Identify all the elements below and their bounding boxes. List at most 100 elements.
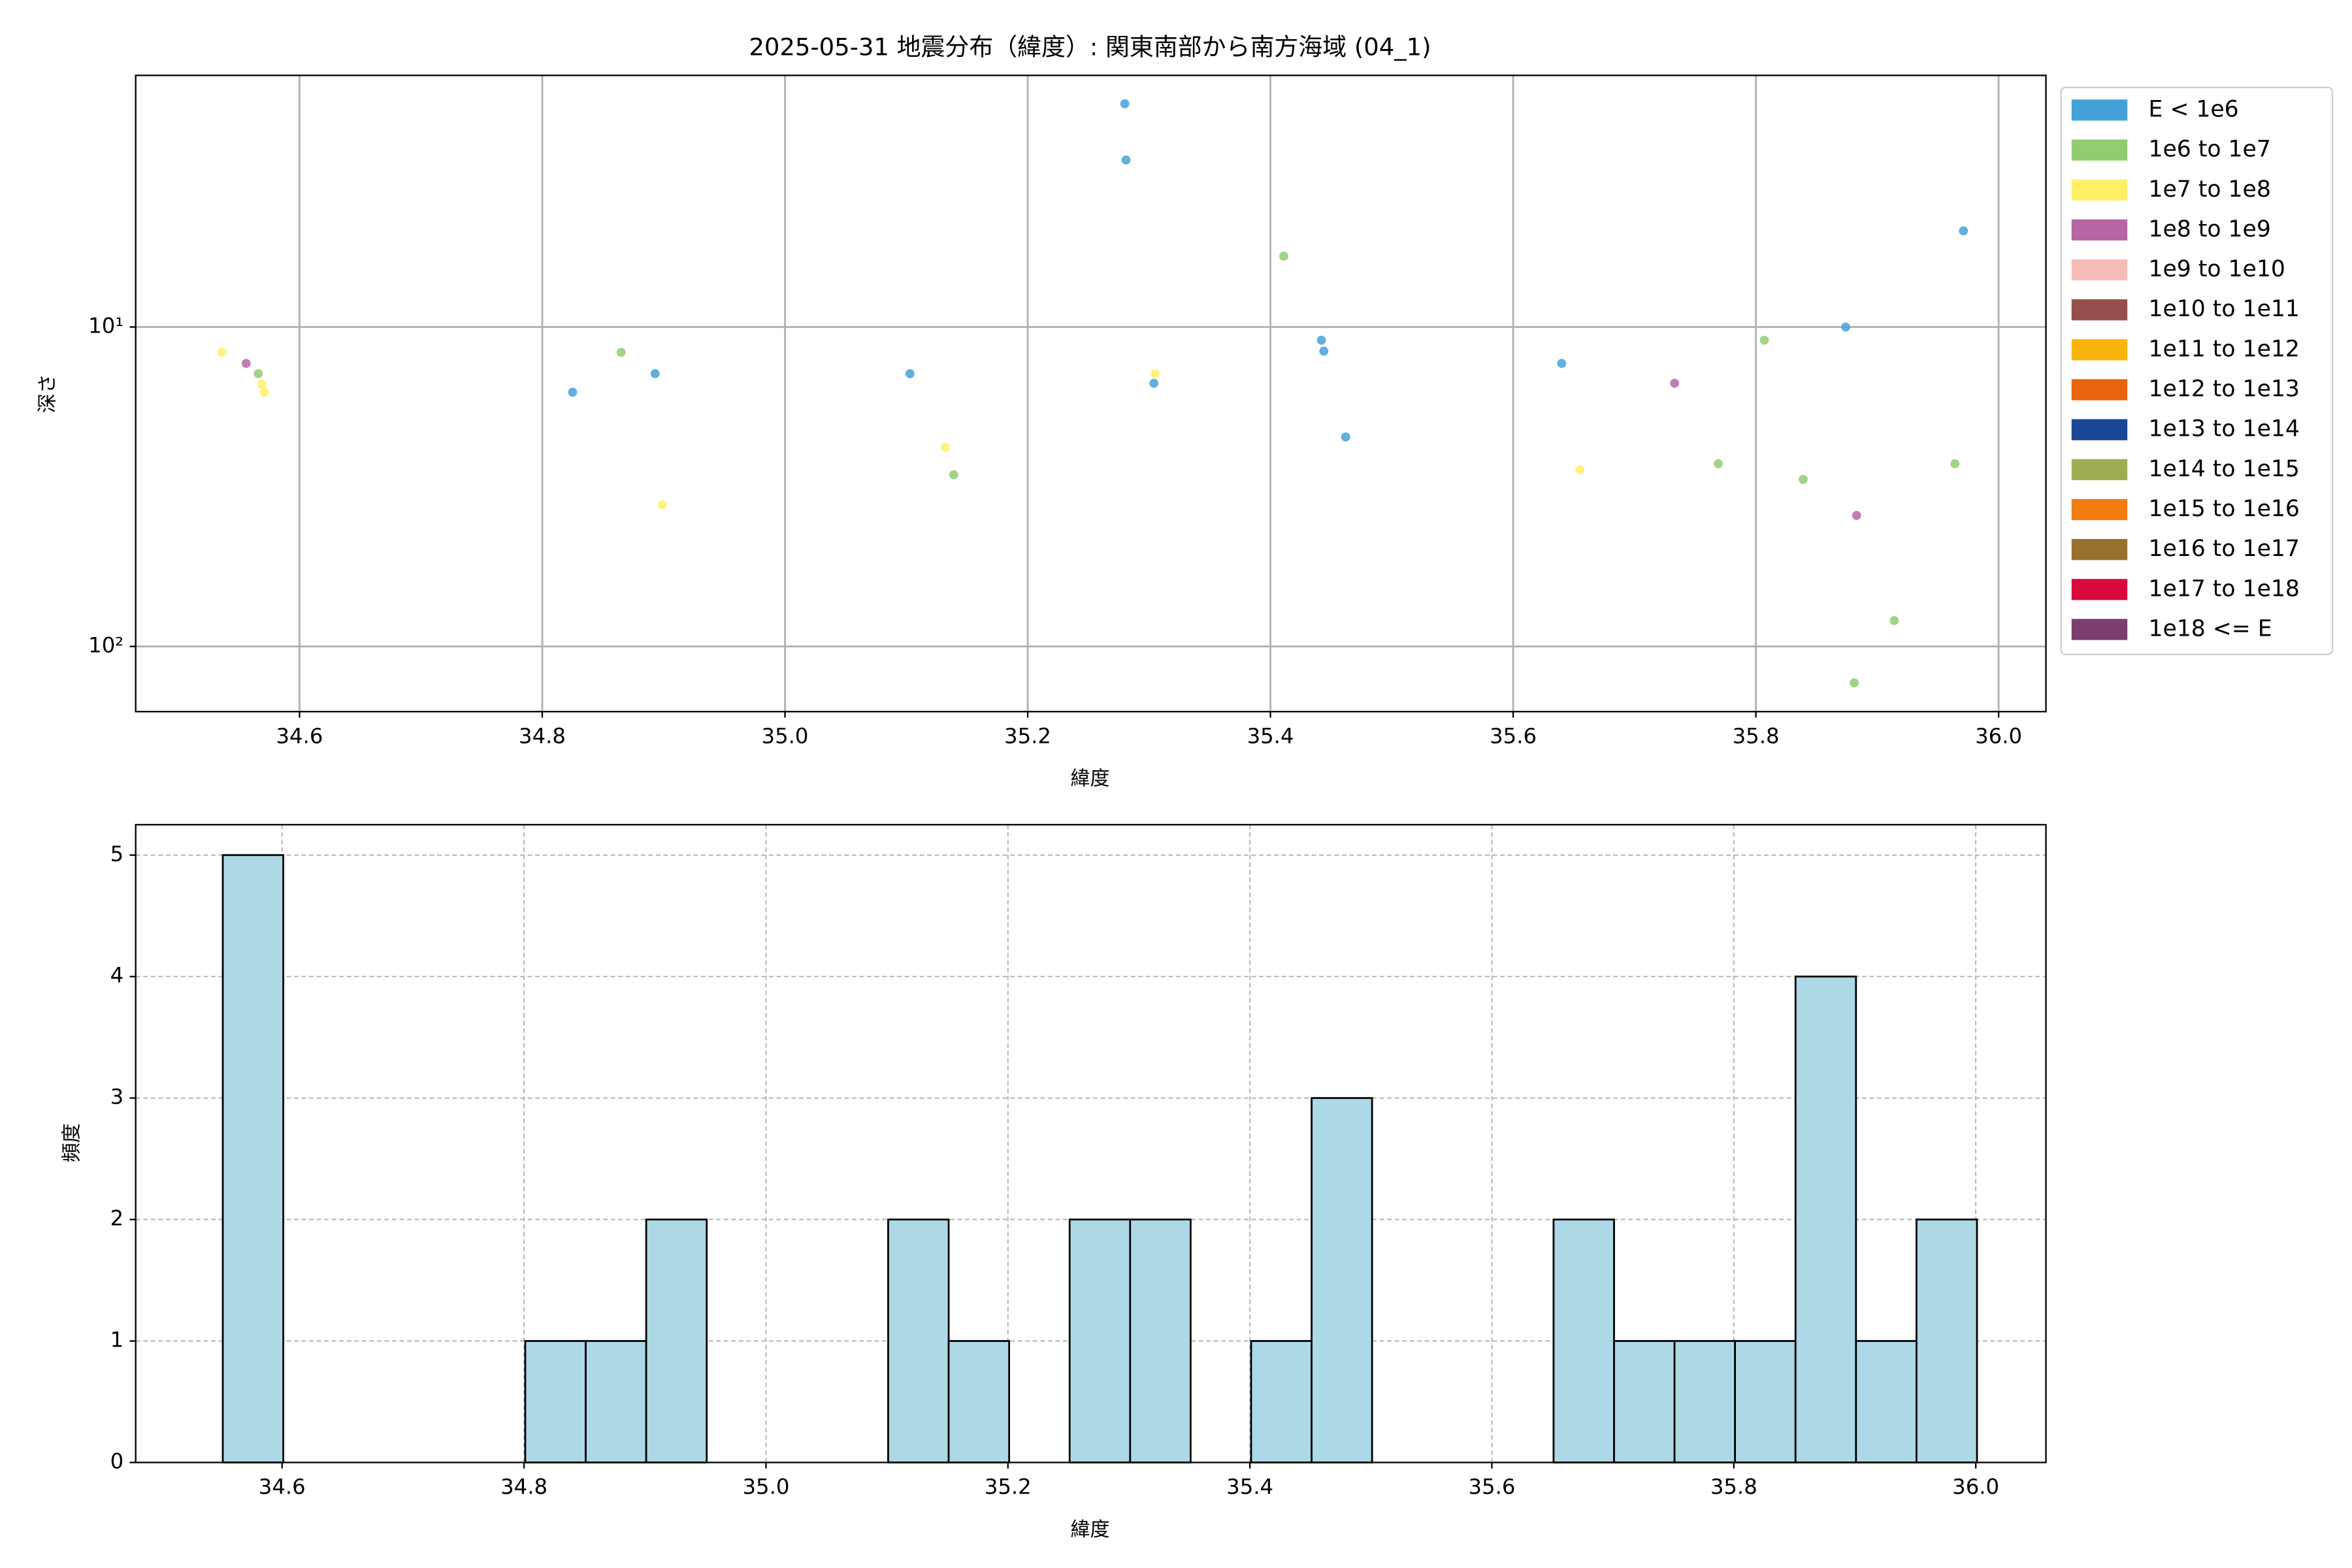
legend-label: E < 1e6 (2148, 96, 2238, 122)
legend-label: 1e13 to 1e14 (2148, 416, 2299, 442)
scatter-point (1841, 322, 1850, 332)
scatter-point (1279, 252, 1288, 261)
scatter-point (949, 470, 958, 480)
y-axis-label: 深さ (36, 374, 59, 413)
histogram-bar (221, 854, 284, 1463)
plot-frame (135, 824, 2047, 1463)
x-tick-label: 35.0 (742, 1475, 789, 1499)
histogram-bar (1613, 1340, 1676, 1463)
scatter-point (1759, 335, 1769, 345)
histogram-bar (1250, 1340, 1313, 1463)
legend-swatch (2071, 339, 2128, 361)
x-axis-label: 緯度 (1070, 768, 1109, 791)
x-tick-label: 35.4 (1226, 1475, 1273, 1499)
scatter-point (1799, 474, 1808, 484)
scatter-point (241, 359, 251, 368)
x-tick-label: 35.2 (985, 1475, 1032, 1499)
scatter-point (1850, 678, 1859, 688)
histogram-bar (1794, 975, 1857, 1463)
legend-swatch (2071, 379, 2128, 400)
scatter-point (616, 348, 626, 357)
scatter-point (1714, 459, 1723, 468)
y-tick-label: 2 (110, 1206, 124, 1231)
scatter-point (1959, 226, 1968, 236)
scatter-point (940, 442, 950, 452)
scatter-point (1575, 465, 1585, 475)
histogram-bar (1734, 1340, 1797, 1463)
scatter-point (568, 387, 578, 397)
scatter-point (1319, 346, 1329, 356)
legend-label: 1e10 to 1e11 (2148, 296, 2299, 322)
legend-swatch (2071, 219, 2128, 241)
scatter-point (1670, 378, 1680, 388)
legend-label: 1e8 to 1e9 (2148, 216, 2270, 242)
histogram-bar (1311, 1097, 1373, 1463)
legend-box (2060, 86, 2334, 655)
chart-title: 2025-05-31 地震分布（緯度）: 関東南部から南方海域 (04_1) (749, 33, 1431, 61)
legend-label: 1e15 to 1e16 (2148, 496, 2299, 522)
scatter-point (1151, 369, 1160, 378)
scatter-point (1316, 335, 1326, 345)
x-tick-label: 34.6 (276, 723, 323, 748)
scatter-point (257, 380, 267, 389)
legend-swatch (2071, 498, 2128, 521)
legend-label: 1e6 to 1e7 (2148, 137, 2270, 163)
histogram-bar (1673, 1340, 1737, 1463)
x-tick-label: 34.8 (519, 723, 566, 748)
plot-frame (135, 74, 2047, 713)
scatter-point (217, 348, 227, 357)
histogram-bar (947, 1340, 1011, 1463)
scatter-point (1341, 432, 1350, 442)
legend-label: 1e12 to 1e13 (2148, 376, 2299, 402)
x-tick-label: 35.6 (1490, 723, 1537, 748)
scatter-point (1950, 459, 1960, 468)
histogram-bar (887, 1218, 950, 1463)
histogram-bar (645, 1218, 708, 1463)
x-tick-label: 34.6 (259, 1475, 306, 1499)
scatter-point (1557, 359, 1567, 368)
legend-label: 1e17 to 1e18 (2148, 576, 2299, 602)
scatter-point (650, 369, 660, 378)
scatter-point (253, 369, 263, 378)
legend-swatch (2071, 259, 2128, 281)
legend-label: 1e9 to 1e10 (2148, 256, 2285, 282)
legend-swatch (2071, 419, 2128, 440)
legend-label: 1e11 to 1e12 (2148, 336, 2299, 362)
x-tick-label: 35.8 (1733, 723, 1780, 748)
scatter-point (1120, 99, 1130, 108)
x-tick-label: 35.6 (1468, 1475, 1515, 1499)
scatter-point (657, 500, 667, 510)
histogram-bar (1552, 1218, 1615, 1463)
x-tick-label: 35.0 (762, 723, 809, 748)
x-tick-label: 36.0 (1952, 1475, 1999, 1499)
histogram-bar (524, 1340, 587, 1463)
y-tick-label: 10² (88, 632, 123, 657)
y-tick-label: 1 (110, 1328, 124, 1352)
x-axis-label: 緯度 (1070, 1518, 1109, 1541)
x-tick-label: 34.8 (500, 1475, 547, 1499)
legend-swatch (2071, 139, 2128, 161)
legend-label: 1e14 to 1e15 (2148, 456, 2299, 482)
legend-swatch (2071, 179, 2128, 201)
histogram-bar (1068, 1218, 1132, 1463)
histogram-bar (1129, 1218, 1192, 1463)
legend-swatch (2071, 459, 2128, 480)
y-axis-label: 頻度 (60, 1123, 83, 1162)
legend-label: 1e16 to 1e17 (2148, 536, 2299, 562)
legend-swatch (2071, 299, 2128, 321)
y-tick-label: 5 (110, 841, 124, 866)
scatter-point (1889, 615, 1899, 625)
legend-swatch (2071, 579, 2128, 600)
y-tick-label: 0 (110, 1448, 124, 1473)
x-tick-label: 35.8 (1710, 1475, 1757, 1499)
legend-swatch (2071, 619, 2128, 640)
x-tick-label: 35.4 (1247, 723, 1294, 748)
legend-swatch (2071, 539, 2128, 561)
scatter-point (1121, 155, 1131, 165)
scatter-point (905, 369, 915, 378)
y-tick-label: 10¹ (88, 314, 123, 338)
legend-label: 1e7 to 1e8 (2148, 176, 2270, 203)
scatter-point (1149, 378, 1159, 388)
x-tick-label: 35.2 (1004, 723, 1051, 748)
